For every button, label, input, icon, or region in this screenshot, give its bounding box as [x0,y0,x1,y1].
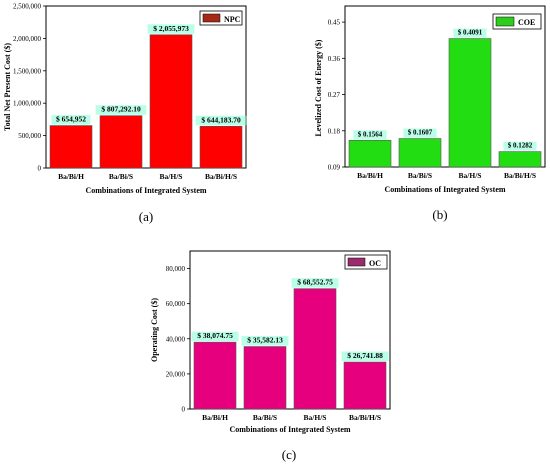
x-tick-label-c: Ba/Bi/S [253,413,277,422]
data-label-bg-b [453,28,487,38]
legend-label-b: COE [518,18,535,27]
y-axis-label-c: Operating Cost ($) [150,298,159,362]
bar-b-4 [498,151,542,168]
x-axis-label-b: Combinations of Integrated System [384,185,505,194]
legend-swatch-b [495,16,515,27]
x-tick-label-a: Ba/Bi/H/S [205,172,237,181]
x-tick-label-b: Ba/Bi/H/S [504,171,536,180]
x-axis-label-c: Combinations of Integrated System [229,425,350,434]
data-label-c-2: $ 35,582.13 [247,336,283,345]
y-tick-label-b: 0.09 [328,164,341,172]
x-tick-label-a: Ba/Bi/H [58,172,84,181]
data-label-bg-b [503,141,537,151]
y-tick-label-a: 2,500,000 [13,3,42,11]
data-label-a-2: $ 807,292.10 [101,105,141,114]
data-label-bg-a [51,115,91,125]
x-tick-label-a: Ba/Bi/S [109,172,133,181]
bar-a-3 [149,34,193,169]
data-label-b-2: $ 0.1607 [408,129,433,137]
x-tick-label-b: Ba/H/S [459,171,482,180]
data-label-bg-c [191,331,239,342]
bar-b-1 [348,139,392,168]
x-tick-label-b: Ba/Bi/S [408,171,432,180]
bar-a-1 [49,125,93,169]
data-label-bg-a [195,115,247,126]
bar-c-4 [343,361,387,410]
x-tick-label-c: Ba/Bi/H [202,413,228,422]
legend-b: COE [492,13,542,30]
chart-b: $ 0.1564 $ 0.1607 $ 0.4091 $ 0.1282 0.09 0.1… [314,5,546,222]
y-tick-label-c: 80,000 [166,265,186,273]
y-tick-label-a: 500,000 [18,132,41,140]
y-tick-label-a: 1,500,000 [13,67,42,75]
x-tick-label-c: Ba/H/S [304,413,327,422]
panel-label-b: (b) [432,207,447,222]
legend-a: NPC [199,10,243,26]
data-label-b-1: $ 0.1564 [358,130,383,138]
data-label-bg-c [291,278,339,288]
data-label-bg-b [353,130,387,140]
chart-c: $ 38,074.75 $ 35,582.13 $ 68,552.75 $ 26,74… [150,250,391,462]
chart-a: $ 654,952 $ 807,292.10 $ 2,055,973 $ 644,18… [3,3,247,224]
x-tick-label-b: Ba/Bi/H [357,171,383,180]
data-label-bg-b [403,128,437,138]
y-tick-label-c: 40,000 [166,335,186,343]
data-label-c-4: $ 26,741.88 [347,351,383,360]
y-tick-label-b: 0.45 [328,19,341,27]
data-label-b-3: $ 0.4091 [458,29,483,37]
data-label-b-4: $ 0.1282 [508,142,533,150]
y-tick-label-c: 60,000 [166,300,186,308]
data-label-bg-a [147,24,195,34]
y-tick-label-c: 20,000 [166,370,186,378]
data-label-c-1: $ 38,074.75 [197,331,233,340]
y-tick-label-a: 2,000,000 [13,35,42,43]
bar-c-1 [193,341,237,410]
x-tick-label-c: Ba/Bi/H/S [349,413,381,422]
y-tick-label-a: 1,000,000 [13,100,42,108]
bar-b-2 [398,138,442,168]
data-label-a-1: $ 654,952 [56,115,86,124]
bar-b-3 [448,38,492,168]
bar-a-2 [99,115,143,169]
data-label-bg-c [241,336,289,346]
legend-swatch-a [202,13,221,23]
legend-swatch-c [347,257,366,267]
data-label-bg-a [95,105,147,115]
data-label-a-3: $ 2,055,973 [153,24,189,33]
y-tick-label-b: 0.36 [328,55,341,63]
y-tick-label-b: 0.27 [328,91,341,99]
panel-label-a: (a) [139,209,153,224]
y-axis-label-a: Total Net Present Cost ($) [3,43,12,131]
x-tick-label-a: Ba/H/S [160,172,183,181]
y-tick-label-b: 0.18 [328,127,341,135]
legend-label-c: OC [369,259,381,268]
y-tick-label-c: 0 [182,406,186,414]
data-label-a-4: $ 644,183.70 [201,115,241,124]
panel-label-c: (c) [282,447,296,462]
legend-label-a: NPC [224,15,241,24]
bar-a-4 [199,125,243,169]
bar-c-2 [243,346,287,410]
y-axis-label-b: Levelized Cost of Energy ($) [314,39,323,136]
data-label-c-3: $ 68,552.75 [297,278,333,287]
bar-c-3 [293,288,337,410]
data-label-bg-c [341,351,389,362]
x-axis-label-a: Combinations of Integrated System [85,186,206,195]
legend-c: OC [344,254,388,270]
y-tick-label-a: 0 [38,165,42,173]
